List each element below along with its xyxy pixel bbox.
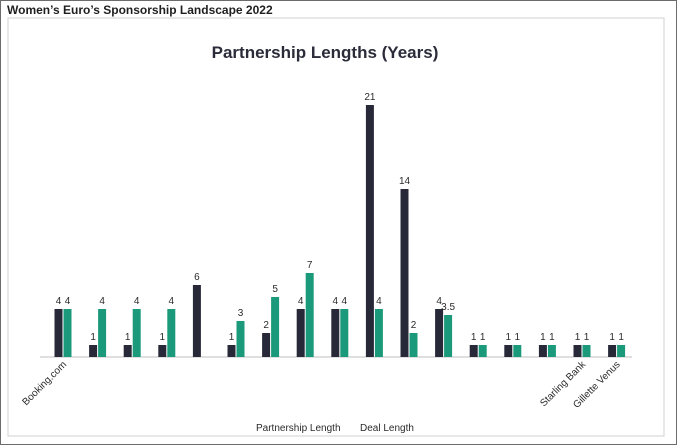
bar-partnership-15: [573, 345, 582, 357]
value-label-partnership-13: 1: [506, 332, 512, 343]
bar-partnership-9: [365, 105, 374, 357]
bar-partnership-5: [227, 345, 236, 357]
bar-deal-7: [305, 273, 314, 357]
value-label-partnership-9: 21: [364, 92, 376, 103]
value-label-deal-8: 4: [342, 296, 348, 307]
bar-partnership-0: [54, 309, 63, 357]
bar-deal-14: [547, 345, 556, 357]
bar-deal-2: [132, 309, 141, 357]
bar-partnership-13: [504, 345, 513, 357]
bar-deal-5: [236, 321, 245, 357]
bar-partnership-6: [262, 333, 271, 357]
value-label-partnership-4: 6: [194, 272, 200, 283]
bar-deal-3: [167, 309, 176, 357]
bar-deal-15: [582, 345, 591, 357]
value-label-deal-9: 4: [376, 296, 382, 307]
value-label-partnership-1: 1: [90, 332, 96, 343]
value-label-deal-5: 3: [238, 308, 244, 319]
bar-partnership-2: [123, 345, 132, 357]
page-heading: Women’s Euro’s Sponsorship Landscape 202…: [7, 3, 273, 17]
bar-partnership-7: [296, 309, 305, 357]
bar-partnership-1: [89, 345, 98, 357]
bar-partnership-11: [435, 309, 444, 357]
value-label-deal-1: 4: [99, 296, 105, 307]
value-label-deal-13: 1: [515, 332, 521, 343]
bar-partnership-14: [538, 345, 547, 357]
bar-deal-10: [409, 333, 418, 357]
value-label-partnership-0: 4: [56, 296, 62, 307]
bar-partnership-8: [331, 309, 340, 357]
bar-deal-1: [98, 309, 107, 357]
value-label-partnership-2: 1: [125, 332, 131, 343]
bar-deal-16: [617, 345, 626, 357]
value-label-deal-12: 1: [480, 332, 486, 343]
value-label-partnership-8: 4: [333, 296, 339, 307]
bar-partnership-4: [192, 285, 201, 357]
value-label-deal-11: 3.5: [441, 302, 455, 313]
value-label-deal-0: 4: [65, 296, 71, 307]
value-label-partnership-6: 2: [263, 320, 269, 331]
bar-partnership-3: [158, 345, 167, 357]
value-label-deal-2: 4: [134, 296, 140, 307]
value-label-partnership-14: 1: [540, 332, 546, 343]
bar-partnership-12: [469, 345, 478, 357]
value-label-partnership-3: 1: [160, 332, 166, 343]
value-label-partnership-5: 1: [229, 332, 235, 343]
chart-title: Partnership Lengths (Years): [212, 43, 439, 62]
value-label-deal-3: 4: [169, 296, 175, 307]
value-label-deal-15: 1: [584, 332, 590, 343]
bar-deal-11: [444, 315, 453, 357]
legend-item-partnership-length: Partnership Length: [256, 423, 341, 434]
value-label-deal-7: 7: [307, 260, 313, 271]
value-label-partnership-12: 1: [471, 332, 477, 343]
value-label-partnership-16: 1: [609, 332, 615, 343]
chart-area: [7, 17, 665, 437]
bar-deal-9: [374, 309, 383, 357]
bar-deal-8: [340, 309, 349, 357]
bar-partnership-10: [400, 189, 409, 357]
value-label-partnership-15: 1: [575, 332, 581, 343]
bar-deal-13: [513, 345, 522, 357]
value-label-partnership-7: 4: [298, 296, 304, 307]
value-label-deal-6: 5: [272, 284, 278, 295]
value-label-deal-16: 1: [618, 332, 624, 343]
bar-deal-6: [271, 297, 280, 357]
legend: Partnership Length Deal Length: [256, 423, 414, 434]
bar-partnership-16: [608, 345, 617, 357]
legend-item-deal-length: Deal Length: [360, 423, 414, 434]
value-label-partnership-10: 14: [399, 176, 411, 187]
value-label-partnership-11: 4: [436, 296, 442, 307]
bar-deal-12: [478, 345, 487, 357]
bars-group: [54, 105, 626, 357]
value-label-deal-10: 2: [411, 320, 417, 331]
value-label-deal-14: 1: [549, 332, 555, 343]
bar-deal-0: [63, 309, 72, 357]
